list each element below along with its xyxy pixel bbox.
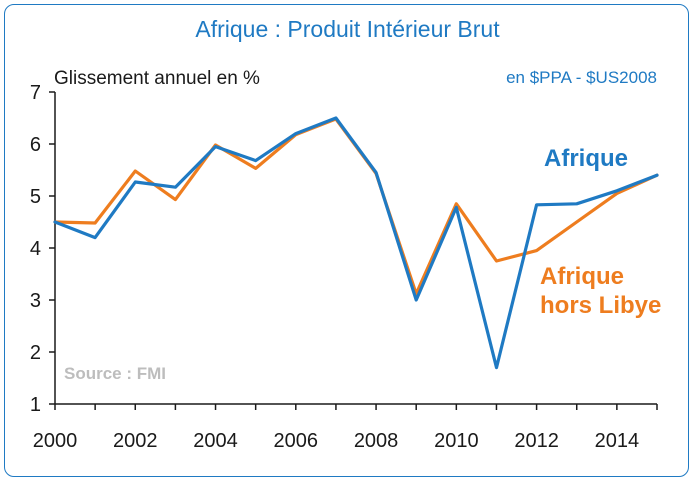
- x-tick-label: 2002: [113, 430, 158, 452]
- y-tick-label: 7: [30, 82, 41, 104]
- x-tick-label: 2012: [514, 430, 559, 452]
- y-tick-label: 5: [30, 186, 41, 208]
- unit-note: en $PPA - $US2008: [506, 68, 657, 87]
- y-tick-label: 2: [30, 342, 41, 364]
- x-tick-label: 2010: [434, 430, 479, 452]
- y-tick-label: 3: [30, 290, 41, 312]
- source-note: Source : FMI: [64, 364, 167, 383]
- legend-hors-line2: hors Libye: [540, 292, 662, 319]
- chart-title: Afrique : Produit Intérieur Brut: [195, 16, 500, 42]
- chart-frame: [4, 4, 689, 477]
- series-line-afrique: [53, 116, 659, 370]
- y-tick-label: 6: [30, 134, 41, 156]
- series-lines: [53, 116, 659, 370]
- legend-hors-line1: Afrique: [540, 263, 624, 290]
- y-tick-label: 4: [30, 238, 41, 260]
- x-tick-label: 2004: [193, 430, 238, 452]
- axes: 1 2 3 4 5 6 7 2000 2002 2004 2006 2008 2010 2012 2014: [30, 82, 658, 452]
- x-tick-label: 2006: [274, 430, 319, 452]
- x-tick-label: 2008: [354, 430, 399, 452]
- y-axis-label: Glissement annuel en %: [54, 68, 260, 89]
- legend-afrique-hors-libye: Afrique hors Libye: [540, 262, 661, 320]
- y-tick-label: 1: [30, 394, 41, 416]
- x-tick-label: 2000: [33, 430, 78, 452]
- legend-afrique: Afrique: [544, 145, 628, 172]
- x-tick-label: 2014: [595, 430, 640, 452]
